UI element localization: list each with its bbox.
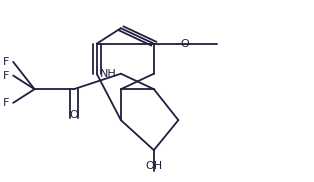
- Text: F: F: [3, 98, 9, 108]
- Text: O: O: [69, 110, 78, 120]
- Text: F: F: [3, 57, 9, 67]
- Text: F: F: [3, 71, 9, 80]
- Text: O: O: [181, 39, 189, 49]
- Text: OH: OH: [145, 161, 162, 171]
- Text: NH: NH: [100, 69, 116, 79]
